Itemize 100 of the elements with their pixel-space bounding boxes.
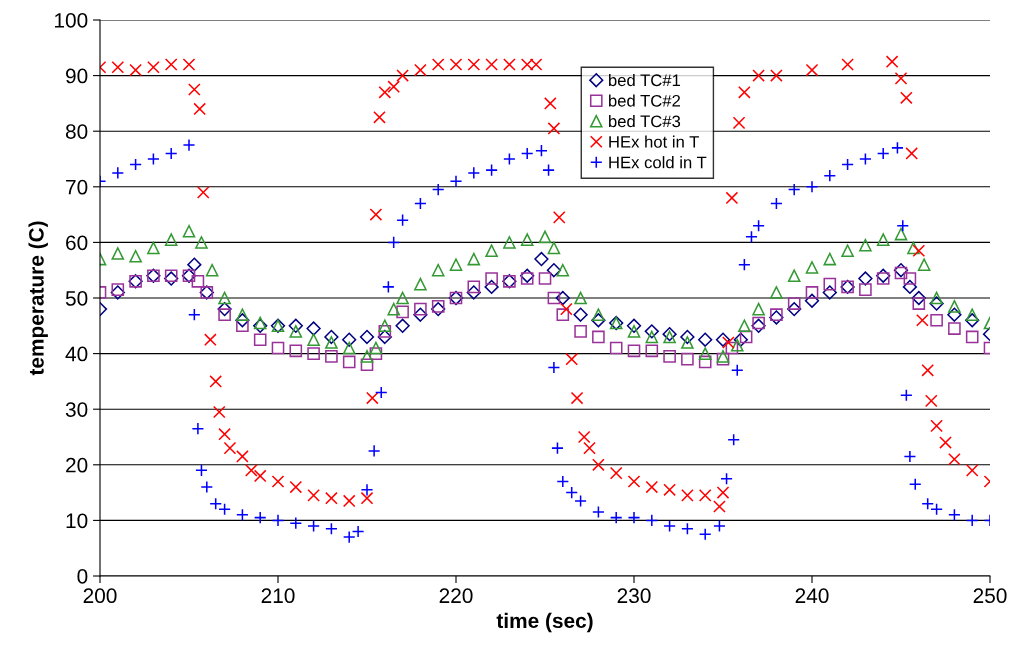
y-tick-label: 20 [66, 457, 88, 473]
point [378, 319, 392, 333]
point [876, 272, 890, 285]
point [547, 291, 561, 305]
point [644, 324, 659, 339]
point [841, 244, 854, 258]
point [965, 308, 979, 322]
point [663, 330, 676, 344]
point [485, 244, 498, 258]
x-tick-label: 230 [617, 588, 651, 604]
point [912, 297, 926, 310]
point [431, 301, 446, 317]
y-tick-label: 0 [77, 569, 88, 584]
point [387, 302, 401, 316]
point [359, 329, 375, 345]
point [609, 341, 623, 355]
point [164, 233, 178, 246]
point [903, 272, 917, 285]
point [547, 241, 561, 255]
point [574, 325, 587, 338]
point [110, 285, 125, 300]
point [930, 291, 943, 305]
y-tick-label: 60 [66, 235, 88, 251]
point [681, 336, 694, 349]
point [342, 355, 356, 369]
point [929, 296, 944, 311]
point [431, 300, 445, 313]
point [520, 268, 535, 283]
legend-label: bed TC#2 [609, 94, 681, 107]
point [917, 258, 931, 271]
point [627, 344, 641, 358]
point [822, 285, 837, 300]
point [730, 338, 744, 352]
point [787, 297, 801, 310]
point [591, 313, 606, 328]
point [858, 271, 873, 286]
point [574, 291, 587, 305]
point [859, 238, 872, 252]
point [902, 279, 918, 295]
point [715, 332, 731, 347]
legend-label: bed TC#1 [609, 73, 681, 87]
point [289, 344, 303, 358]
y-tick-label: 70 [66, 179, 88, 195]
point [217, 301, 232, 317]
point [698, 355, 712, 369]
point [626, 318, 642, 333]
y-tick-label: 80 [65, 124, 88, 139]
legend-label: HEx hot in T [609, 135, 699, 148]
point [804, 293, 820, 308]
point [396, 305, 409, 319]
point [218, 291, 231, 305]
y-tick-label: 100 [55, 13, 88, 28]
point [805, 286, 819, 299]
point [680, 329, 695, 345]
point [823, 252, 837, 266]
point [645, 344, 659, 358]
point [111, 283, 125, 296]
point [307, 333, 320, 347]
point [947, 307, 962, 322]
y-tick-label: 40 [65, 346, 88, 362]
x-tick-label: 220 [439, 588, 473, 604]
point [466, 285, 481, 300]
point [325, 336, 338, 349]
point [449, 258, 463, 271]
y-tick-label: 90 [66, 68, 88, 84]
x-tick-label: 250 [973, 588, 1007, 604]
point [876, 233, 890, 246]
point [205, 263, 219, 277]
point [930, 313, 943, 327]
point [195, 236, 208, 249]
point [546, 263, 562, 278]
point [948, 300, 961, 313]
point [369, 341, 383, 355]
point [573, 307, 588, 322]
point [663, 350, 676, 363]
x-tick-label: 210 [261, 588, 295, 604]
legend-label: HEx cold in T [609, 156, 707, 169]
point [289, 325, 303, 338]
point [787, 269, 801, 283]
point [342, 341, 356, 355]
point [360, 350, 374, 363]
point [431, 263, 445, 277]
point [271, 341, 285, 355]
point [965, 330, 979, 344]
point [823, 277, 837, 291]
point [182, 224, 196, 238]
y-tick-label: 10 [66, 513, 88, 529]
point [752, 302, 765, 316]
point [907, 241, 920, 255]
point [378, 325, 392, 338]
point [414, 277, 427, 291]
point [645, 330, 659, 344]
point [413, 307, 428, 322]
point [111, 247, 125, 260]
point [396, 291, 409, 305]
point [592, 330, 605, 344]
point [485, 272, 498, 285]
point [948, 322, 961, 335]
point [325, 350, 338, 363]
point [894, 227, 908, 241]
